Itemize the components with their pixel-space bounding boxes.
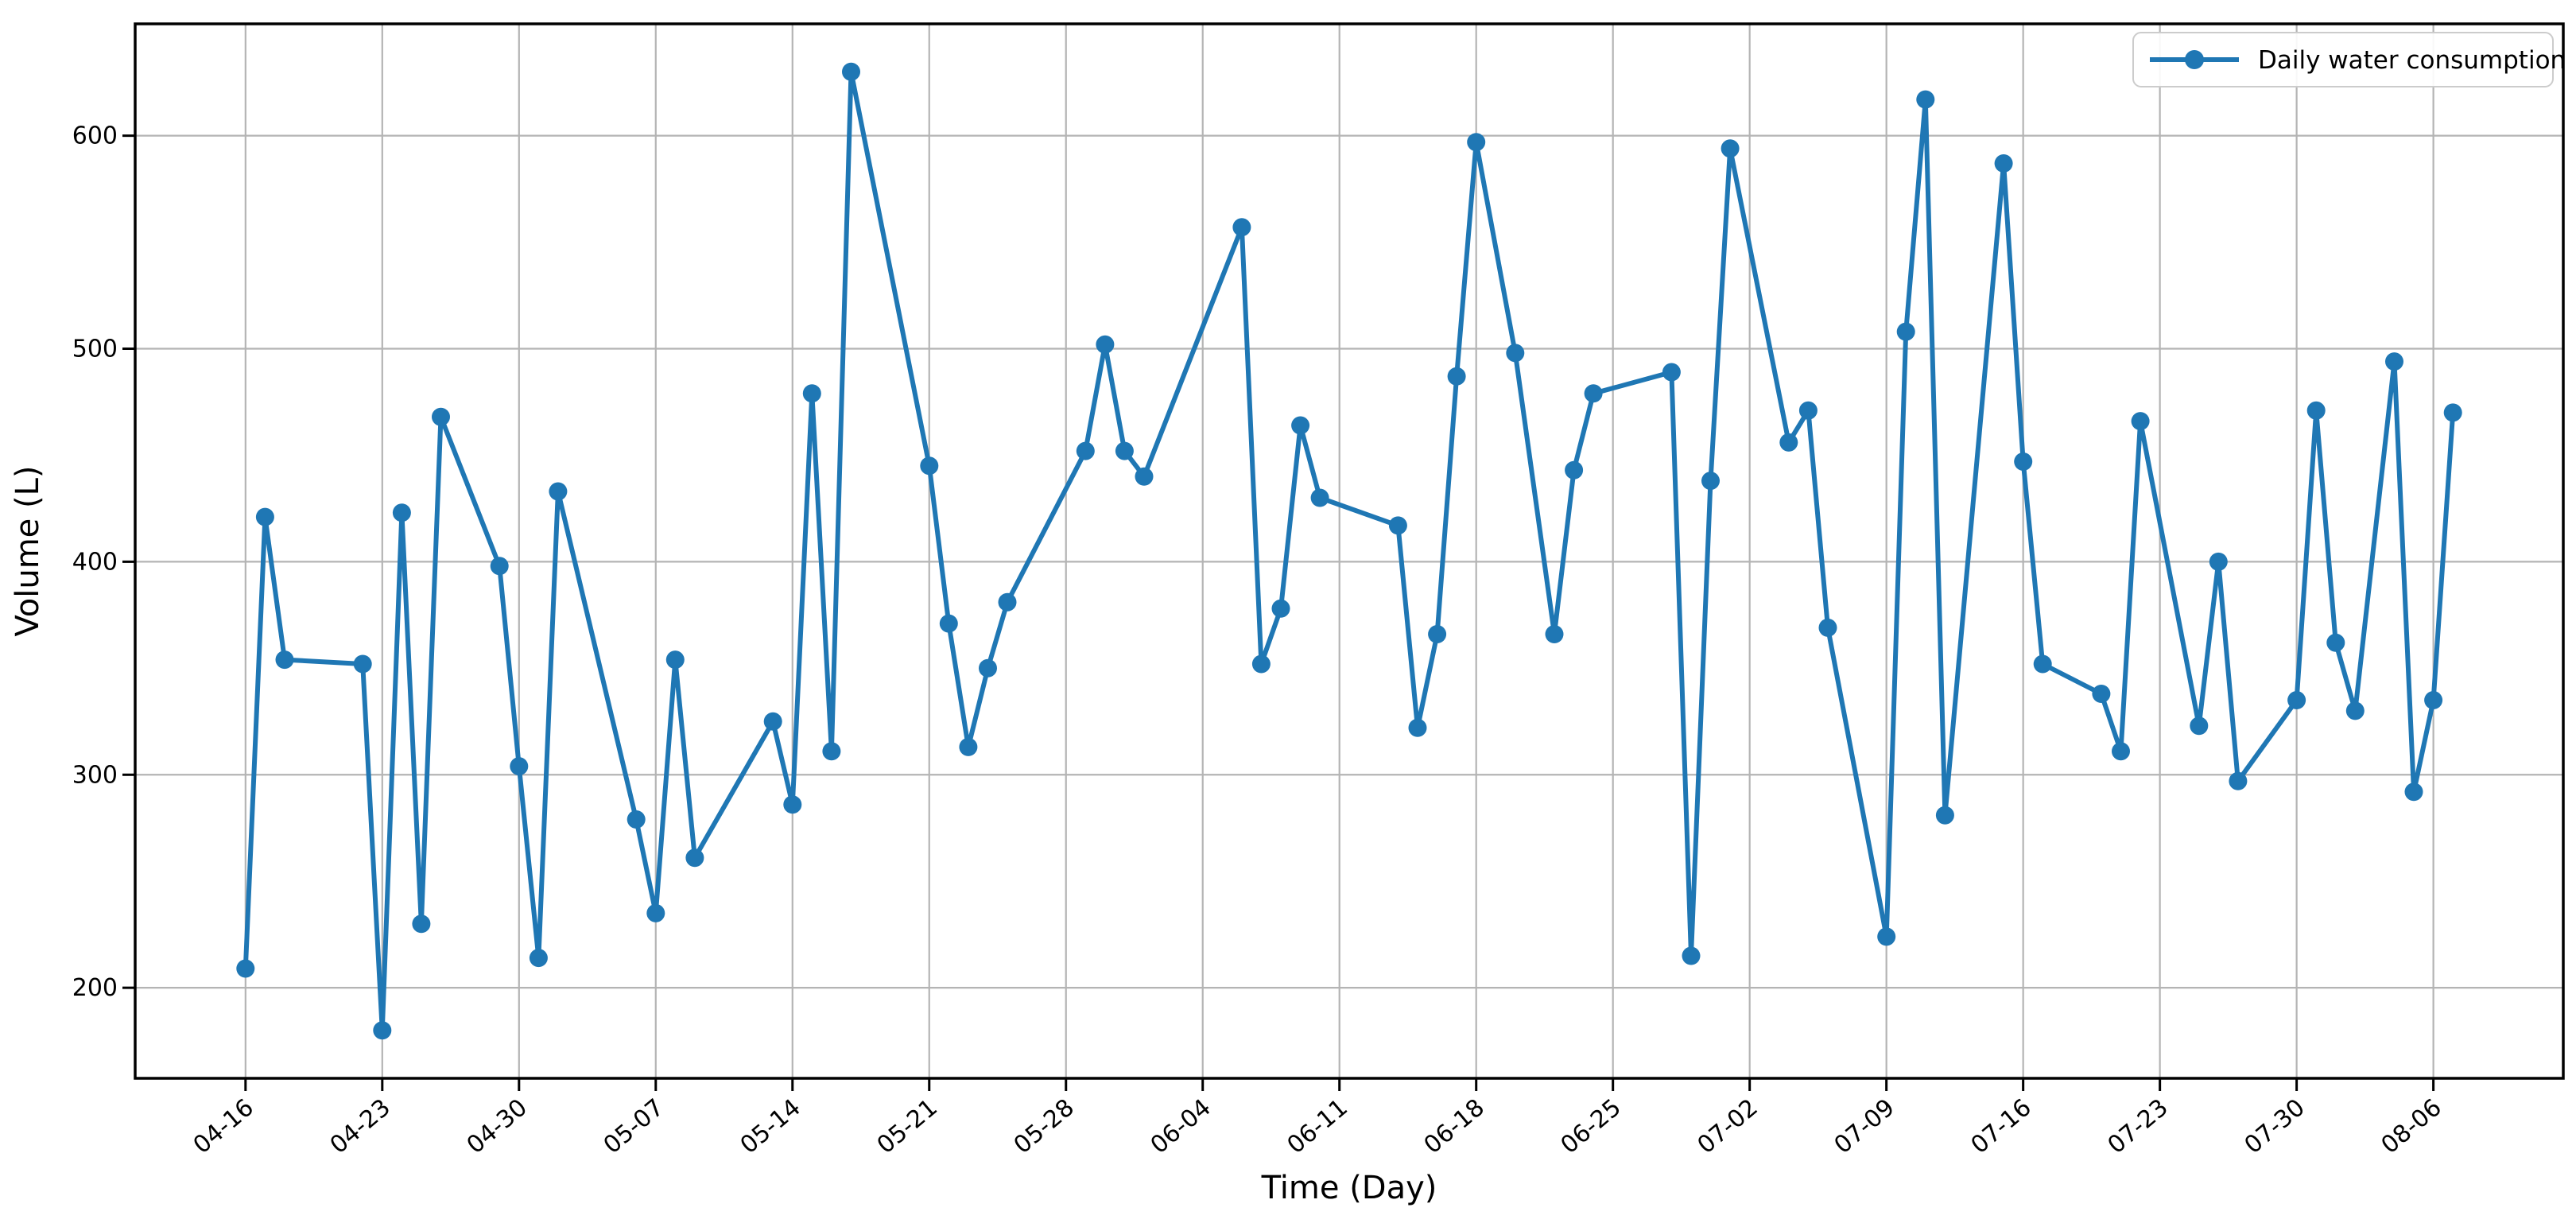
y-tick-label: 600 bbox=[72, 122, 118, 150]
y-tick-label: 300 bbox=[72, 761, 118, 789]
data-point bbox=[1506, 344, 1525, 363]
data-point bbox=[2287, 691, 2306, 709]
data-point bbox=[2385, 352, 2403, 371]
data-point bbox=[1935, 806, 1954, 825]
data-point bbox=[255, 507, 274, 526]
data-point bbox=[1662, 363, 1681, 382]
data-point bbox=[627, 810, 646, 829]
data-point bbox=[2404, 782, 2423, 802]
data-point bbox=[2306, 401, 2326, 420]
data-point bbox=[1584, 384, 1603, 403]
data-point bbox=[2443, 403, 2462, 422]
data-point bbox=[432, 407, 450, 426]
legend-box bbox=[2132, 32, 2554, 87]
data-point bbox=[646, 903, 665, 922]
data-point bbox=[2014, 452, 2033, 471]
data-point bbox=[939, 614, 958, 633]
y-tick-label: 500 bbox=[72, 336, 118, 363]
data-point bbox=[998, 592, 1017, 612]
data-point bbox=[1682, 946, 1701, 965]
data-point bbox=[1096, 335, 1115, 354]
plot-border bbox=[134, 22, 2565, 1080]
data-point bbox=[763, 712, 782, 731]
data-point bbox=[1135, 467, 1154, 486]
data-point bbox=[1545, 625, 1564, 643]
data-point bbox=[1916, 90, 1935, 109]
data-point bbox=[1310, 488, 1329, 507]
data-point bbox=[1467, 133, 1486, 152]
data-point bbox=[802, 384, 821, 403]
data-point bbox=[412, 914, 431, 934]
data-point bbox=[1779, 433, 1798, 452]
data-point bbox=[2190, 716, 2209, 736]
data-point bbox=[1798, 401, 1818, 420]
y-axis-label: Volume (L) bbox=[10, 466, 46, 637]
series-markers bbox=[236, 62, 2462, 1040]
y-tick-label: 200 bbox=[72, 974, 118, 1002]
data-point bbox=[1447, 367, 1466, 386]
data-point bbox=[510, 757, 529, 776]
data-point bbox=[1291, 416, 1310, 435]
data-point bbox=[2131, 412, 2150, 431]
legend-label: Daily water consumption bbox=[2258, 46, 2566, 75]
data-point bbox=[549, 482, 568, 501]
data-point bbox=[1115, 441, 1134, 460]
data-point bbox=[490, 557, 509, 576]
data-point bbox=[2033, 654, 2052, 674]
grid bbox=[135, 24, 2563, 1078]
data-point bbox=[2424, 691, 2443, 709]
data-point bbox=[2209, 552, 2228, 571]
data-point bbox=[1818, 618, 1837, 637]
data-point bbox=[1271, 599, 1290, 618]
data-point bbox=[1994, 154, 2013, 173]
data-point bbox=[920, 456, 939, 476]
data-point bbox=[822, 742, 841, 761]
data-point bbox=[373, 1021, 392, 1040]
data-point bbox=[1877, 927, 1896, 946]
data-point bbox=[2229, 771, 2248, 790]
data-point bbox=[1408, 718, 1427, 737]
data-point bbox=[979, 658, 997, 678]
data-point bbox=[783, 795, 802, 814]
series-line bbox=[242, 69, 2456, 1033]
data-point bbox=[275, 650, 294, 670]
axis-ticks bbox=[122, 134, 2435, 1091]
data-point bbox=[392, 503, 411, 522]
data-point bbox=[2345, 701, 2365, 720]
data-point bbox=[665, 650, 685, 670]
data-point bbox=[842, 62, 860, 81]
data-point bbox=[2326, 633, 2345, 652]
data-point bbox=[1251, 654, 1271, 674]
data-point bbox=[1232, 218, 1251, 237]
data-point bbox=[1388, 516, 1407, 535]
x-axis-label: Time (Day) bbox=[1261, 1170, 1437, 1206]
legend: Daily water consumption bbox=[2132, 32, 2566, 87]
data-point bbox=[529, 949, 548, 968]
data-point bbox=[1565, 460, 1584, 480]
data-point bbox=[1076, 441, 1095, 460]
data-point bbox=[1428, 625, 1447, 643]
data-point bbox=[959, 737, 978, 756]
data-point bbox=[2092, 685, 2111, 703]
y-tick-label: 400 bbox=[72, 548, 118, 576]
data-point bbox=[2112, 742, 2130, 761]
data-point bbox=[1701, 472, 1720, 491]
data-point bbox=[353, 654, 372, 674]
data-point bbox=[685, 848, 704, 868]
data-point bbox=[236, 959, 255, 978]
data-point bbox=[1896, 322, 1915, 341]
data-point bbox=[1721, 139, 1740, 158]
legend-marker-sample bbox=[2185, 50, 2204, 69]
